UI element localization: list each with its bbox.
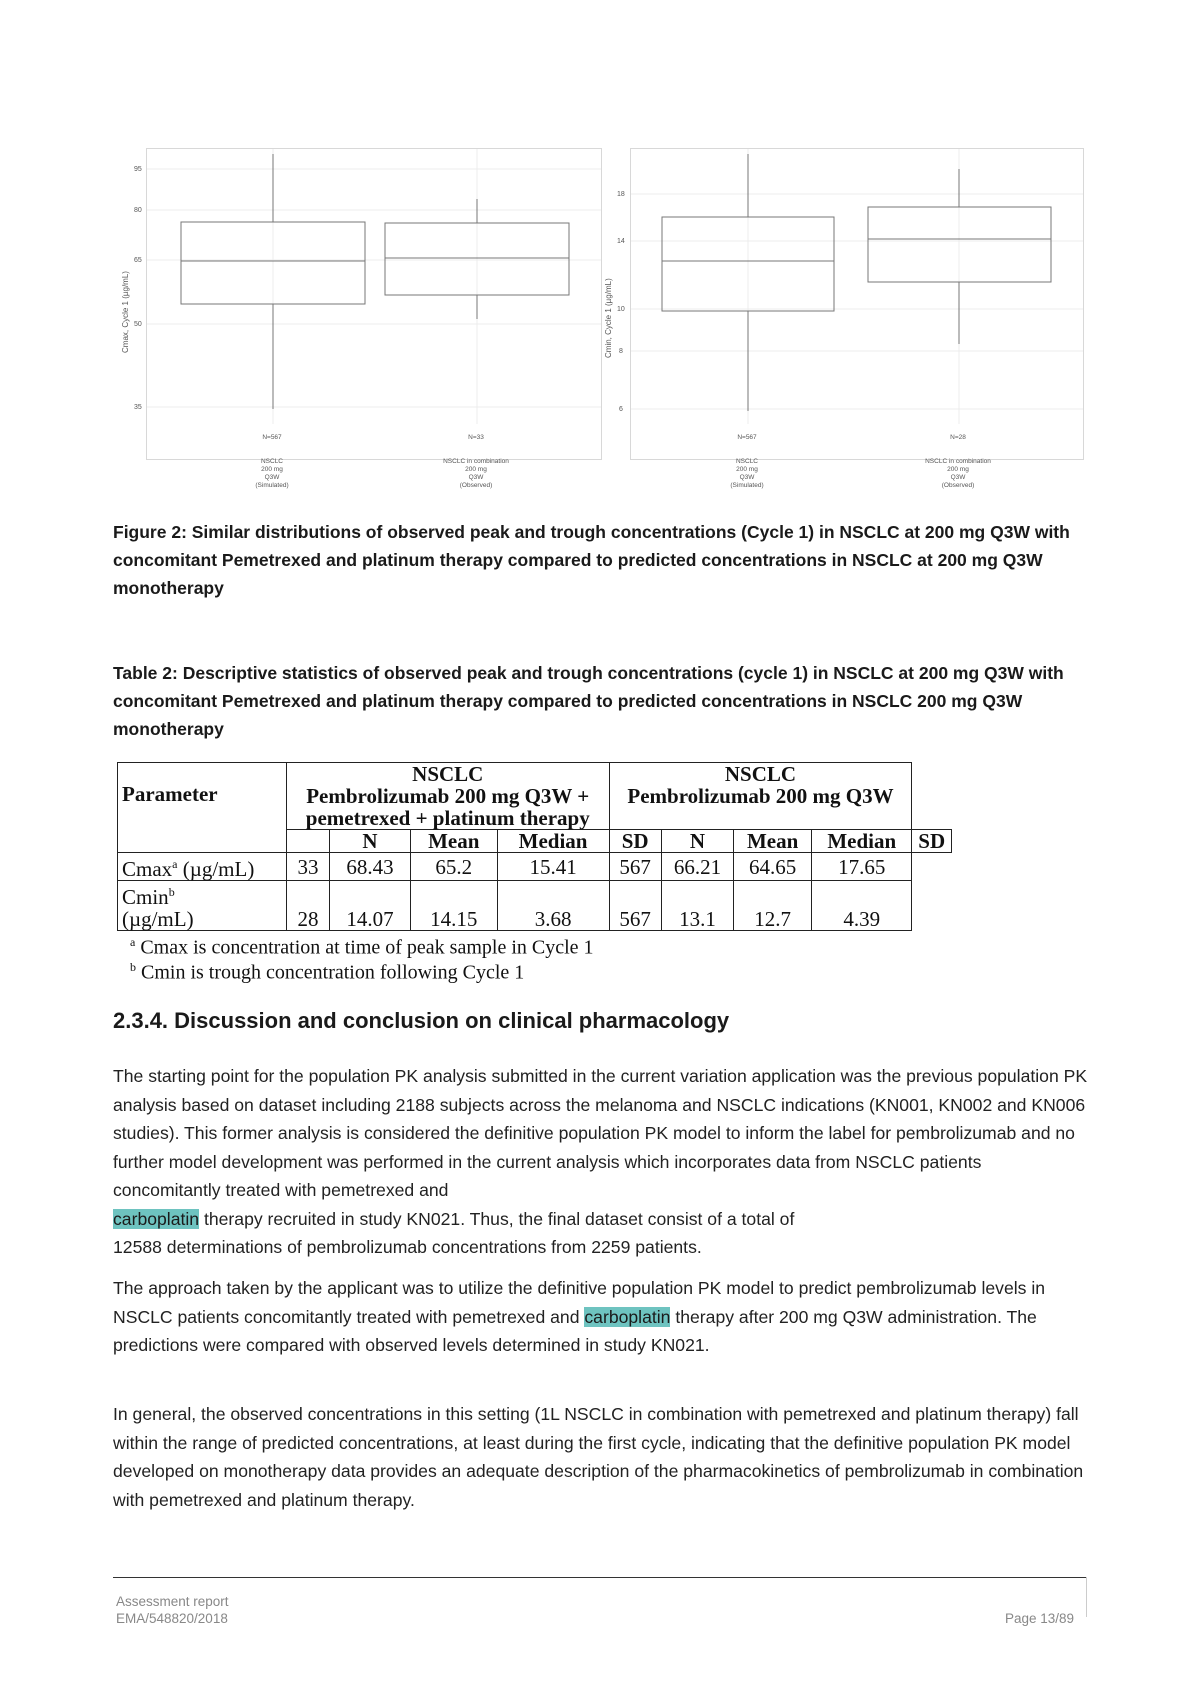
group1-line3: pemetrexed + platinum therapy [305, 806, 590, 830]
parameter-header: Parameter [117, 762, 287, 853]
footer-line1: Assessment report [116, 1594, 229, 1609]
row-param-cmax: Cmaxa (µg/mL) [117, 852, 287, 881]
ytick-label: 65 [134, 257, 142, 264]
group1-header: NSCLC Pembrolizumab 200 mg Q3W + pemetre… [286, 762, 610, 830]
table-cell: 64.65 [733, 852, 813, 881]
y-axis-title: Cmax, Cycle 1 (µg/mL) [121, 271, 130, 353]
cmin-x-labels: N=567 N=28 NSCLC 200 mg Q3W (Simulated) … [730, 434, 991, 489]
table-cell: 567 [608, 880, 662, 931]
group1-line2: Pembrolizumab 200 mg Q3W + [306, 784, 590, 808]
x-category-label: (Simulated) [730, 482, 763, 489]
cmax-boxplot-panel [146, 148, 602, 460]
row-param-cmin: Cminb (µg/mL) [117, 880, 287, 931]
stat-header-row: N Mean Median SD N Mean Median SD [118, 829, 952, 853]
stat-header: Mean [409, 829, 498, 853]
stat-header: Median [496, 829, 610, 853]
n-label: N=33 [468, 434, 484, 441]
x-category-label: NSCLC in combination [443, 458, 509, 465]
table-row: Cminb (µg/mL) 28 14.07 14.15 3.68 567 13.… [117, 880, 952, 931]
highlighted-term: carboplatin [113, 1208, 200, 1229]
cmin-boxplot [631, 149, 1083, 424]
table-cell: 14.15 [409, 880, 498, 931]
paragraph-3: In general, the observed concentrations … [113, 1404, 1084, 1510]
table-header-row: Parameter NSCLC Pembrolizumab 200 mg Q3W… [117, 762, 952, 853]
paragraph-2: The approach taken by the applicant was … [113, 1278, 1046, 1355]
cmax-y-axis: 95 80 65 50 35 Cmax, Cycle 1 (µg/mL) [121, 166, 142, 411]
x-category-label: (Simulated) [255, 482, 288, 489]
table-cell: 13.1 [660, 880, 735, 931]
figure-caption: Figure 2: Similar distributions of obser… [113, 522, 1070, 598]
n-label: N=567 [262, 434, 282, 441]
x-category-label: Q3W [469, 474, 485, 481]
table-cell: 4.39 [811, 880, 913, 931]
table-caption: Table 2: Descriptive statistics of obser… [113, 663, 1064, 739]
x-category-label: 200 mg [736, 466, 758, 473]
stat-header: N [660, 829, 735, 853]
table-cell: 15.41 [496, 852, 610, 881]
stat-header: SD [911, 829, 952, 853]
table-cell: 33 [285, 852, 331, 881]
n-label: N=28 [950, 434, 966, 441]
table-row: Cmaxa (µg/mL) 33 68.43 65.2 15.41 567 66… [117, 852, 952, 881]
ytick-label: 35 [134, 404, 142, 411]
y-axis-title: Cmin, Cycle 1 (µg/mL) [604, 278, 613, 358]
stat-header: N [329, 829, 411, 853]
table-cell: 66.21 [660, 852, 735, 881]
x-category-label: Q3W [265, 474, 281, 481]
x-category-label: Q3W [740, 474, 756, 481]
cmax-x-labels: N=567 N=33 NSCLC 200 mg Q3W (Simulated) … [255, 434, 509, 489]
ytick-label: 6 [619, 406, 623, 413]
footer-divider-vertical [1086, 1577, 1087, 1617]
x-category-label: NSCLC [736, 458, 758, 465]
cmin-boxplot-panel [630, 148, 1084, 460]
ytick-label: 50 [134, 321, 142, 328]
x-category-label: Q3W [951, 474, 967, 481]
highlighted-term: carboplatin [584, 1306, 671, 1327]
footer-line2: EMA/548820/2018 [116, 1611, 228, 1626]
table-footnote-b: b Cmin is trough concentration following… [130, 960, 525, 984]
group2-header: NSCLC Pembrolizumab 200 mg Q3W [608, 762, 913, 830]
x-category-label: NSCLC [261, 458, 283, 465]
cmin-y-axis: 18 14 10 8 6 Cmin, Cycle 1 (µg/mL) [604, 191, 625, 413]
group1-title: NSCLC [412, 762, 484, 786]
paragraph-1: The starting point for the population PK… [113, 1066, 1088, 1257]
stat-header: Median [811, 829, 913, 853]
x-category-label: NSCLC in combination [925, 458, 991, 465]
group2-line2: Pembrolizumab 200 mg Q3W [627, 784, 894, 808]
stat-header: Mean [733, 829, 813, 853]
table-cell: 17.65 [811, 852, 913, 881]
footer-report-info: Assessment report EMA/548820/2018 [116, 1593, 229, 1627]
ytick-label: 95 [134, 166, 142, 173]
cmax-boxplot [147, 149, 601, 424]
ytick-label: 10 [617, 306, 625, 313]
ytick-label: 8 [619, 348, 623, 355]
n-label: N=567 [737, 434, 757, 441]
page-number: Page 13/89 [1005, 1611, 1075, 1626]
table-cell: 3.68 [496, 880, 610, 931]
x-category-label: 200 mg [947, 466, 969, 473]
x-category-label: 200 mg [465, 466, 487, 473]
ytick-label: 80 [134, 207, 142, 214]
table-cell: 12.7 [733, 880, 813, 931]
footer-divider [113, 1577, 1087, 1578]
descriptive-statistics-table: Parameter NSCLC Pembrolizumab 200 mg Q3W… [117, 762, 952, 931]
stat-header: SD [608, 829, 662, 853]
table-footnote-a: a Cmax is concentration at time of peak … [130, 935, 594, 959]
table-cell: 567 [608, 852, 662, 881]
table-cell: 68.43 [329, 852, 411, 881]
group2-title: NSCLC [724, 762, 797, 786]
x-category-label: (Observed) [460, 482, 493, 489]
table-cell: 28 [285, 880, 331, 931]
x-category-label: 200 mg [261, 466, 283, 473]
ytick-label: 18 [617, 191, 625, 198]
ytick-label: 14 [617, 238, 625, 245]
section-heading: 2.3.4. Discussion and conclusion on clin… [113, 1008, 730, 1033]
x-category-label: (Observed) [942, 482, 975, 489]
table-cell: 14.07 [329, 880, 411, 931]
table-cell: 65.2 [409, 852, 498, 881]
